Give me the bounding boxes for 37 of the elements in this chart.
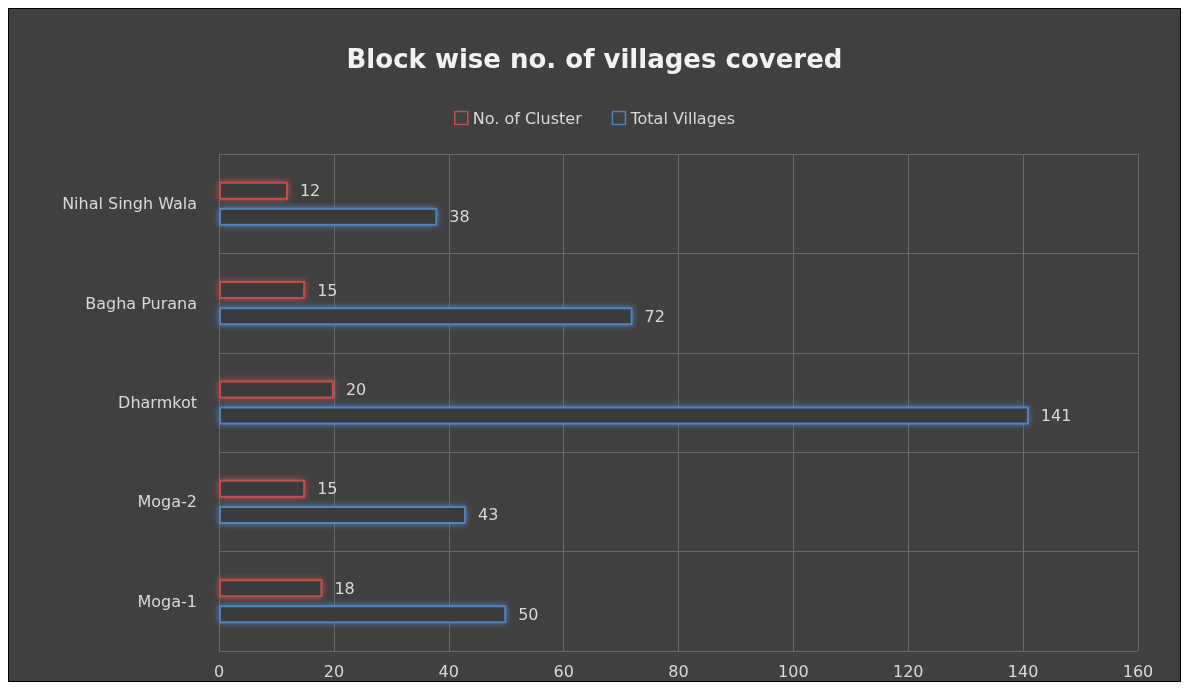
data-label: 18 bbox=[334, 578, 355, 598]
bar bbox=[219, 380, 334, 399]
data-label: 72 bbox=[644, 306, 665, 326]
x-tick-label: 20 bbox=[323, 661, 345, 681]
data-label: 43 bbox=[477, 505, 499, 525]
x-tick-label: 120 bbox=[892, 661, 924, 681]
bar bbox=[219, 307, 633, 326]
bar bbox=[219, 479, 306, 498]
bar bbox=[219, 579, 323, 598]
bar bbox=[219, 406, 1029, 425]
bar bbox=[219, 181, 288, 200]
data-label: 38 bbox=[449, 207, 470, 227]
legend-label: No. of Cluster bbox=[472, 108, 583, 128]
data-label: 20 bbox=[345, 379, 367, 399]
x-tick-label: 140 bbox=[1007, 661, 1039, 681]
x-tick-label: 160 bbox=[1122, 661, 1154, 681]
data-label: 15 bbox=[317, 280, 338, 300]
x-tick-label: 60 bbox=[553, 661, 574, 681]
data-label: 12 bbox=[299, 181, 321, 201]
x-tick-label: 40 bbox=[438, 661, 459, 681]
y-tick-label: Moga-2 bbox=[137, 492, 197, 512]
y-tick-label: Nihal Singh Wala bbox=[62, 194, 197, 214]
bar bbox=[219, 207, 438, 226]
x-tick-label: 100 bbox=[778, 661, 809, 681]
x-tick-label: 80 bbox=[668, 661, 689, 681]
data-label: 141 bbox=[1040, 406, 1072, 426]
bar bbox=[219, 605, 507, 624]
y-tick-label: Moga-1 bbox=[137, 591, 197, 611]
x-tick-label: 0 bbox=[213, 661, 225, 681]
bar bbox=[219, 281, 306, 300]
bar bbox=[219, 505, 466, 524]
legend-label: Total Villages bbox=[629, 108, 735, 128]
y-tick-label: Dharmkot bbox=[118, 393, 197, 412]
data-label: 15 bbox=[317, 479, 338, 499]
data-label: 50 bbox=[518, 604, 539, 624]
y-tick-label: Bagha Purana bbox=[85, 293, 197, 313]
chart-title: Block wise no. of villages covered bbox=[346, 44, 843, 74]
